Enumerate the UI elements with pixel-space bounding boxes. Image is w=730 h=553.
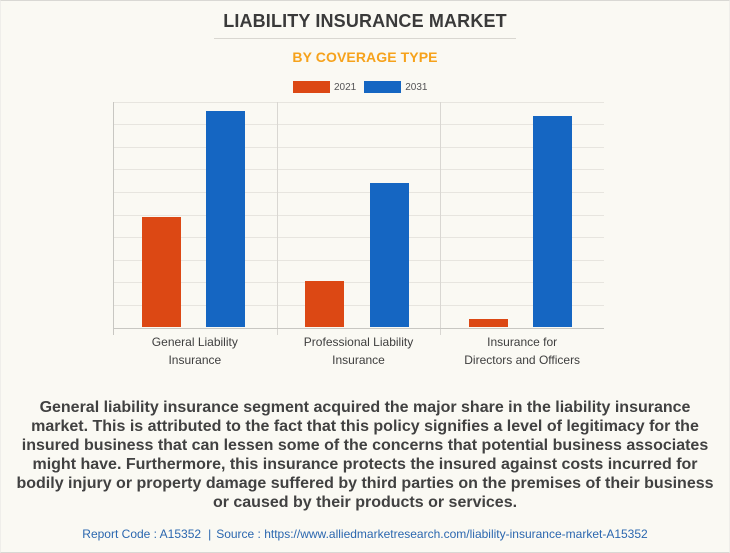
bar-2031-category-1[interactable] [206, 110, 245, 328]
gridline [113, 237, 604, 239]
bar-2021-category-1[interactable] [141, 217, 181, 328]
gridline [113, 101, 604, 103]
bar-2021-category-3[interactable] [468, 319, 508, 328]
legend-label-2021: 2021 [334, 81, 357, 93]
gridline [113, 259, 604, 261]
x-axis-label-line: Directors and Officers [464, 353, 581, 367]
x-axis-label-category-2: Professional Liability Insurance [304, 333, 413, 369]
gridline [113, 146, 604, 148]
source-link[interactable]: Source : https://www.alliedmarketresearc… [216, 527, 648, 541]
gridline [113, 214, 604, 216]
legend-swatch-2031-icon [364, 81, 402, 93]
x-axis-label-line: General Liability [151, 335, 238, 349]
x-axis-label-category-1: General Liability Insurance [152, 333, 238, 369]
x-axis-label-line: Insurance [168, 353, 222, 367]
report-code-text: Report Code : A15352 [82, 527, 202, 541]
x-axis-label-category-3: Insurance for Directors and Officers [464, 333, 580, 369]
bar-chart-plot-area [113, 101, 604, 337]
legend-label-2031: 2031 [405, 81, 428, 93]
chart-legend: 2021 2031 [293, 81, 428, 93]
bar-2021-category-2[interactable] [305, 280, 345, 328]
bar-2031-category-3[interactable] [533, 115, 573, 328]
category-boundary-line [276, 101, 278, 335]
x-axis-labels: General Liability Insurance Professional L… [113, 333, 604, 373]
gridline [113, 124, 604, 126]
gridline [113, 169, 604, 171]
chart-description: General liability insurance segment acqu… [16, 399, 714, 511]
chart-subtitle: BY COVERAGE TYPE [292, 49, 438, 65]
footer: Report Code : A15352 | Source : https://ww… [0, 527, 730, 541]
footer-separator: | [208, 527, 212, 541]
legend-item-2031[interactable]: 2031 [364, 81, 428, 93]
chart-title: LIABILITY INSURANCE MARKET [214, 11, 516, 39]
y-axis-line [113, 101, 114, 335]
bar-2031-category-2[interactable] [369, 182, 409, 328]
x-axis-line [113, 327, 604, 329]
x-axis-label-line: Insurance [332, 353, 385, 367]
gridline [113, 304, 604, 306]
x-axis-label-line: Insurance for [487, 335, 558, 349]
gridline [113, 191, 604, 193]
legend-swatch-2021-icon [293, 81, 330, 93]
gridline [113, 282, 604, 284]
category-boundary-line [440, 101, 442, 335]
legend-item-2021[interactable]: 2021 [293, 81, 356, 93]
x-axis-label-line: Professional Liability [303, 335, 414, 349]
